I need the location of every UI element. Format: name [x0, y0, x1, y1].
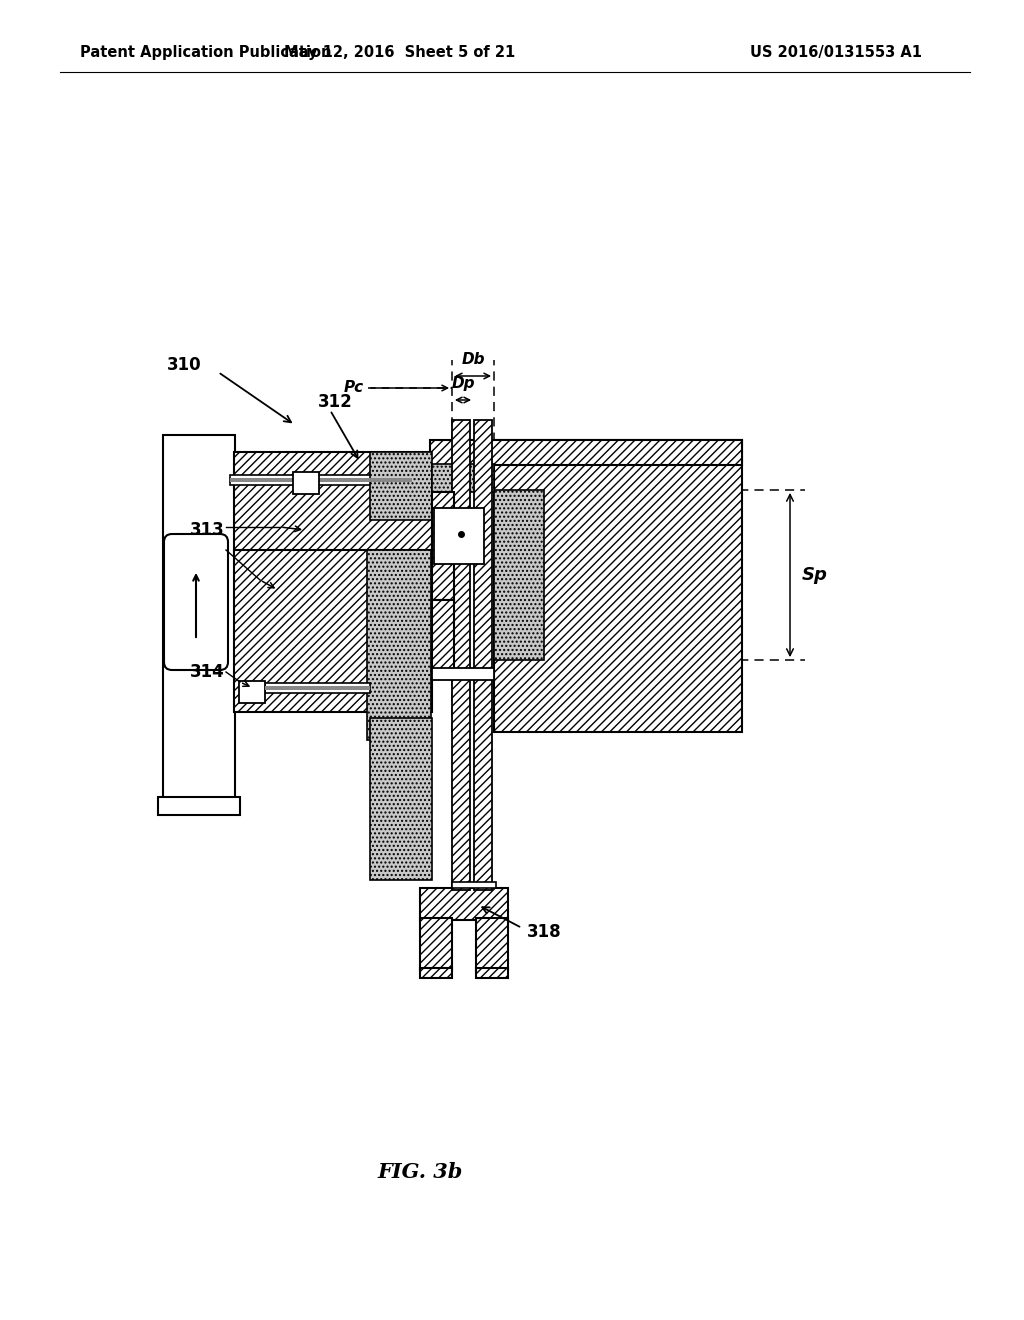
Text: May 12, 2016  Sheet 5 of 21: May 12, 2016 Sheet 5 of 21 — [285, 45, 516, 59]
Bar — [239, 681, 265, 704]
Text: Pc: Pc — [344, 380, 364, 396]
Bar — [420, 888, 508, 920]
Bar — [234, 451, 432, 552]
Bar — [430, 440, 742, 465]
Text: 314: 314 — [190, 663, 225, 681]
Bar — [432, 668, 494, 680]
Bar — [158, 797, 240, 814]
Bar — [432, 465, 494, 492]
Bar — [230, 475, 412, 484]
Text: Db: Db — [461, 352, 484, 367]
Bar — [474, 420, 492, 890]
FancyBboxPatch shape — [164, 535, 228, 671]
Bar — [265, 682, 370, 693]
Bar — [494, 440, 742, 733]
Bar — [476, 917, 508, 970]
Bar — [370, 451, 432, 520]
Bar — [432, 492, 454, 601]
Text: 313: 313 — [190, 521, 225, 539]
Text: 318: 318 — [527, 923, 561, 941]
Bar — [434, 508, 484, 564]
Text: Sp: Sp — [802, 566, 827, 583]
Text: US 2016/0131553 A1: US 2016/0131553 A1 — [750, 45, 922, 59]
Text: FIG. 3b: FIG. 3b — [377, 1162, 463, 1181]
Bar — [452, 420, 470, 890]
Text: Patent Application Publication: Patent Application Publication — [80, 45, 332, 59]
Bar — [420, 917, 452, 970]
Bar — [367, 550, 431, 741]
Text: 312: 312 — [318, 393, 352, 411]
Bar — [265, 686, 370, 690]
Text: 310: 310 — [167, 356, 202, 374]
Bar — [293, 473, 319, 494]
Bar — [476, 968, 508, 978]
Bar — [230, 478, 412, 482]
Bar — [432, 601, 454, 671]
Bar — [452, 882, 496, 888]
Bar — [494, 490, 544, 660]
Bar — [163, 436, 234, 800]
Text: Dp: Dp — [452, 376, 475, 391]
Bar — [370, 718, 432, 880]
Bar — [420, 968, 452, 978]
Bar — [234, 550, 432, 711]
